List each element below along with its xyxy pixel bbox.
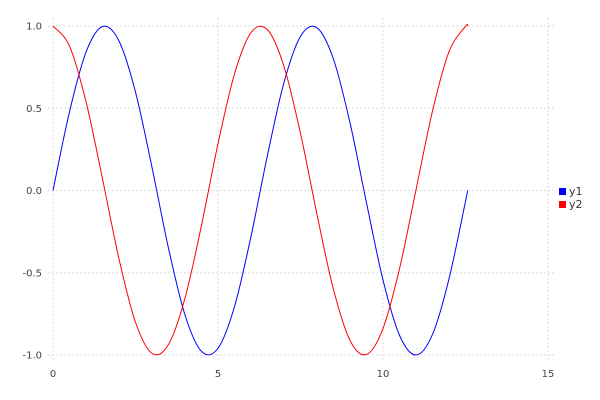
- y-tick-label: 0.0: [26, 186, 42, 197]
- y-tick-label: 0.5: [26, 104, 42, 115]
- legend-item-y2: y2: [559, 198, 583, 211]
- series-line-y2: [52, 23, 469, 356]
- x-tick-label: 0: [50, 369, 56, 380]
- legend-label-y2: y2: [569, 198, 583, 211]
- legend-swatch-y2: [559, 201, 566, 208]
- series-line-y1: [52, 25, 469, 356]
- x-tick-label: 10: [377, 369, 390, 380]
- y-tick-label: -1.0: [22, 351, 42, 362]
- y-tick-label: -0.5: [22, 268, 42, 279]
- legend-label-y1: y1: [569, 185, 583, 198]
- legend-item-y1: y1: [559, 185, 583, 198]
- legend: y1 y2: [559, 185, 583, 211]
- y-tick-label: 1.0: [26, 22, 42, 33]
- grid: [48, 18, 555, 362]
- x-tick-label: 5: [215, 369, 221, 380]
- x-tick-label: 15: [542, 369, 555, 380]
- series-lines: [52, 23, 469, 356]
- tick-labels: 0 5 10 15 1.0 0.5 0.0 -0.5 -1.0: [22, 22, 554, 381]
- legend-swatch-y1: [559, 188, 566, 195]
